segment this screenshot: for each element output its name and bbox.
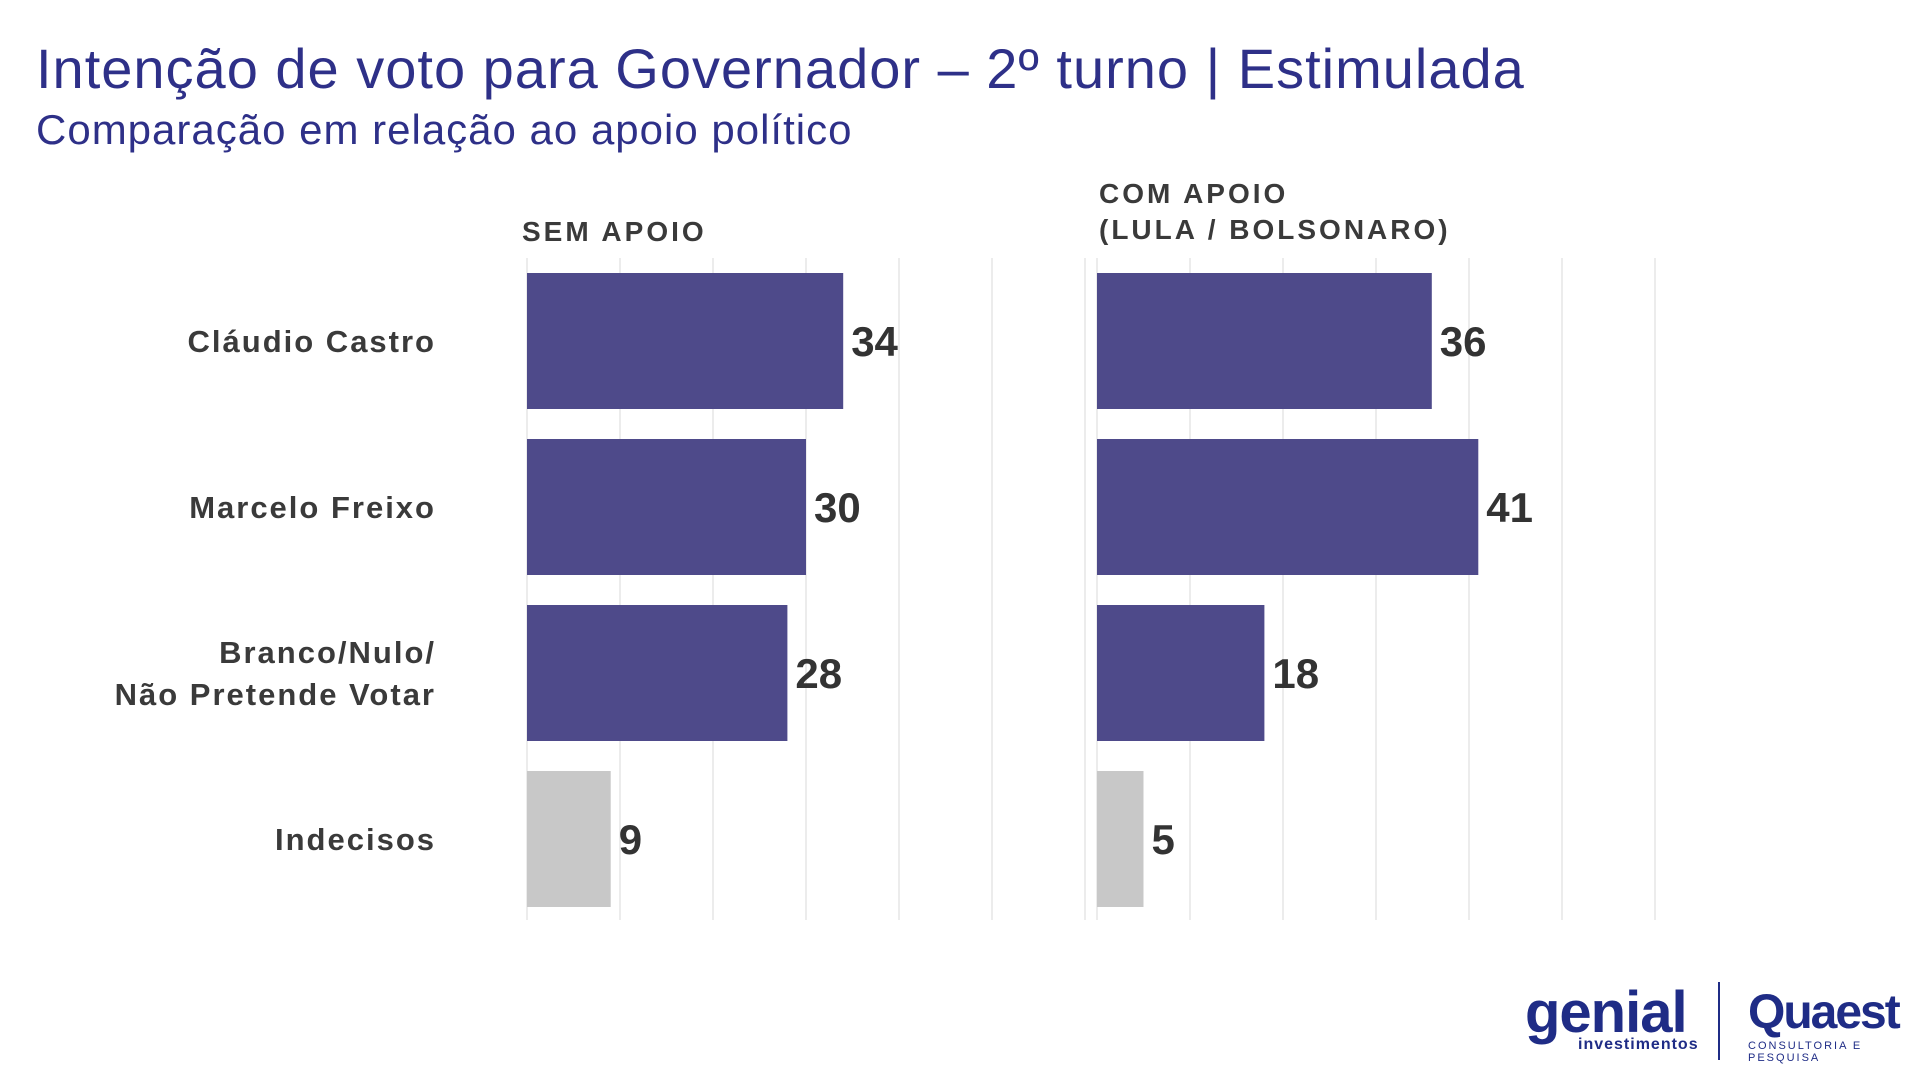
value-label-panel-2-row-4: 5 (1152, 816, 1175, 863)
value-label-panel-1-row-2: 30 (814, 484, 861, 531)
chart-subtitle: Comparação em relação ao apoio político (36, 106, 853, 153)
value-label-panel-1-row-4: 9 (619, 816, 642, 863)
bar-panel-2-row-1 (1097, 273, 1432, 409)
category-label: Cláudio Castro (188, 324, 436, 359)
value-label-panel-2-row-1: 36 (1440, 318, 1487, 365)
genial-logo-subtitle: investimentos (1578, 1036, 1699, 1053)
value-label-panel-1-row-3: 28 (795, 650, 842, 697)
quaest-logo-subtitle: CONSULTORIA E PESQUISA (1748, 1040, 1863, 1064)
category-label: Indecisos (275, 822, 436, 857)
category-label: Marcelo Freixo (189, 490, 436, 525)
value-label-panel-1-row-1: 34 (851, 318, 898, 365)
panel-label-com-apoio: COM APOIO (LULA / BOLSONARO) (1099, 178, 1451, 245)
chart-canvas: Cláudio Castro Marcelo Freixo Branco/Nulo/… (115, 258, 1656, 920)
value-label-panel-2-row-2: 41 (1486, 484, 1533, 531)
bar-panel-1-row-3 (527, 605, 788, 741)
bar-panel-2-row-4 (1097, 771, 1144, 907)
value-label-panel-2-row-3: 18 (1272, 650, 1319, 697)
bar-panel-1-row-1 (527, 273, 844, 409)
bar-panel-2-row-3 (1097, 605, 1265, 741)
bar-panel-1-row-2 (527, 439, 806, 575)
panel-label-sem-apoio: SEM APOIO (522, 216, 707, 247)
bar-panel-1-row-4 (527, 771, 611, 907)
quaest-logo: Quaest (1748, 986, 1901, 1039)
genial-logo: genial (1525, 980, 1688, 1045)
category-label: Branco/Nulo/Não Pretende Votar (115, 635, 436, 712)
logo-divider (1718, 982, 1720, 1060)
chart-title: Intenção de voto para Governador – 2º tu… (36, 37, 1525, 100)
bar-panel-2-row-2 (1097, 439, 1479, 575)
